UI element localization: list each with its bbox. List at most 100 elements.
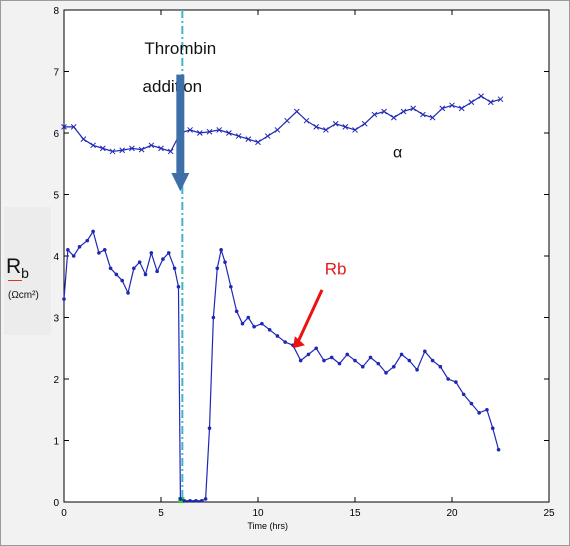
data-point [91,229,95,234]
data-point [194,498,198,503]
data-point-stroke [497,96,504,103]
data-point-stroke [245,136,252,143]
data-point [199,498,204,503]
data-point [275,334,280,338]
data-point [70,123,77,130]
data-point [267,328,272,332]
data-point-stroke [264,133,271,139]
thrombin-arrow-head [171,172,190,192]
data-point [148,142,155,149]
data-point [167,148,174,155]
data-point [439,105,446,112]
data-point [283,340,287,344]
data-point [323,127,329,133]
data-point [129,145,135,152]
x-tick-label: 25 [543,508,555,519]
x-tick-label: 20 [446,508,458,519]
data-point-stroke [274,127,281,133]
series-layer [61,93,504,503]
data-point [298,358,303,363]
data-point [381,108,387,115]
data-point [496,447,501,452]
data-point [206,128,213,135]
data-point [264,133,271,139]
data-point [102,248,107,252]
data-point [161,257,165,261]
data-point [400,108,407,115]
data-point-stroke [381,108,387,115]
data-point [143,272,148,277]
y-tick-label: 0 [53,498,59,509]
data-point [260,321,264,326]
data-point [449,102,455,109]
data-point [62,297,66,301]
data-point [138,146,145,153]
x-tick-label: 5 [158,508,164,519]
data-point [361,120,368,127]
data-point [119,147,126,154]
x-axis-label: Time (hrs) [247,521,288,531]
data-point [61,123,67,130]
data-point [155,269,159,274]
data-point [255,139,261,146]
data-point [97,251,101,255]
data-point [226,130,232,136]
thrombin-arrow-shaft [176,74,185,173]
data-point [240,321,245,326]
data-point [207,426,212,431]
y-tick-label: 6 [53,129,59,140]
data-point-stroke [303,117,310,124]
data-point [246,315,251,320]
series-line [64,95,501,153]
data-point [332,120,339,127]
data-point [384,371,388,375]
data-point [438,364,443,369]
data-point [497,96,504,103]
data-point-stroke [313,123,320,130]
data-point-stroke [332,120,339,127]
y-tick-label: 7 [53,68,59,79]
data-point [166,251,171,255]
data-point [469,401,474,406]
data-point [420,111,426,118]
data-point-stroke [148,142,155,149]
ylabel-box [4,207,51,335]
data-point [314,346,319,351]
data-point [90,142,96,149]
rb-arrow-head [292,336,305,349]
data-point [430,358,435,363]
data-point [368,355,373,360]
data-point-stroke [420,111,426,118]
data-point-stroke [226,130,232,136]
data-point [80,136,87,143]
data-point-stroke [80,136,87,143]
data-point [274,127,281,133]
data-point-stroke [206,128,213,135]
data-point-stroke [478,93,484,99]
data-point [490,426,495,431]
data-point [477,411,481,415]
data-point [371,111,378,118]
data-point-stroke [70,123,77,130]
data-point [322,358,326,363]
plot-area [63,9,550,503]
data-point [352,127,358,133]
data-point-stroke [138,146,145,153]
data-point [468,99,475,106]
data-point [149,251,154,255]
data-point [429,114,436,121]
data-point-stroke [449,102,455,109]
data-point-stroke [196,130,203,136]
data-point-stroke [487,99,494,106]
data-point [234,309,239,314]
data-point [478,93,484,99]
data-point [126,291,130,295]
data-point [120,278,124,283]
data-point-stroke [410,105,417,112]
data-point [176,284,181,289]
annotation-addition: addition [143,77,203,96]
data-point [360,364,365,369]
data-point [345,352,350,357]
ylabel-underline [8,280,22,281]
